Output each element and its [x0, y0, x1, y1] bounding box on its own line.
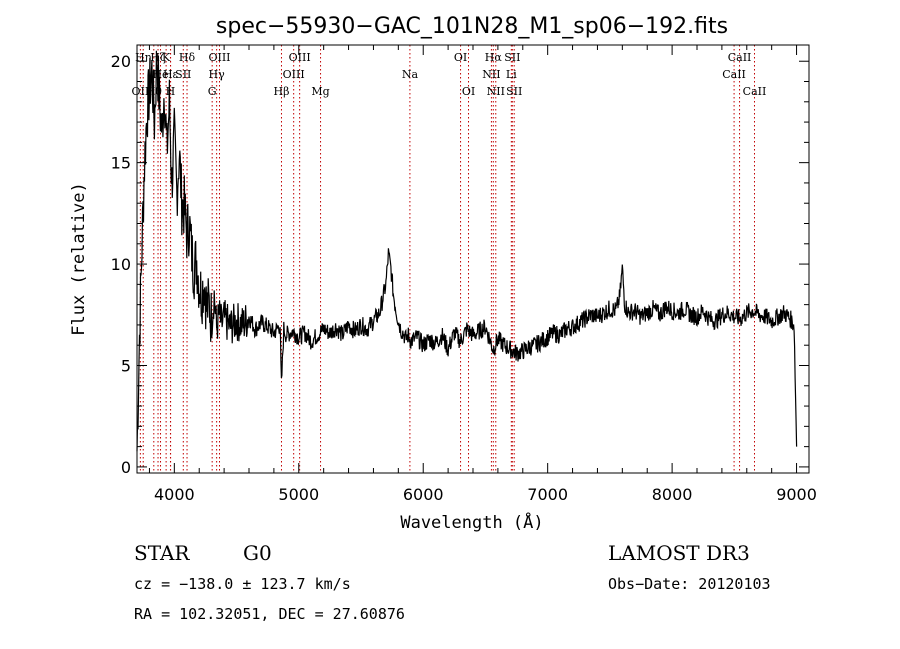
y-tick-label: 5	[121, 356, 131, 375]
plot-frame	[136, 44, 810, 474]
spectral-line-label: NII	[487, 85, 505, 98]
spectral-line-label: Hε	[163, 68, 179, 81]
spectral-line-label: Hη	[135, 51, 151, 64]
chart-title: spec−55930−GAC_101N28_M1_sp06−192.fits	[216, 14, 728, 39]
y-axis-ticks: 0 5 10 15 20	[111, 52, 809, 477]
spectral-line-label: OIII	[283, 68, 305, 81]
survey-name: LAMOST DR3	[608, 541, 750, 565]
x-tick-label: 6000	[403, 485, 444, 504]
spectral-line-label: Hδ	[179, 51, 196, 64]
x-tick-label: 5000	[278, 485, 319, 504]
x-axis-ticks: 4000 5000 6000 7000 8000 9000	[148, 45, 817, 504]
spectral-line-label: SII	[175, 68, 191, 81]
redshift-velocity: cz = −138.0 ± 123.7 km/s	[134, 575, 351, 593]
observation-date: Obs−Date: 20120103	[608, 575, 771, 593]
x-axis-label: Wavelength (Å)	[400, 511, 543, 533]
y-tick-label: 0	[121, 458, 131, 477]
object-subclass: G0	[243, 541, 272, 565]
spectral-line-labels: OIIHηHθHζHeKHHεSIIHδGHγOIIIHβOIIIOIIIMgN…	[132, 51, 767, 98]
sky-coordinates: RA = 102.32051, DEC = 27.60876	[134, 605, 405, 623]
spectral-line-markers	[139, 45, 755, 473]
y-tick-label: 20	[111, 52, 131, 71]
spectral-line-label: OI	[454, 51, 467, 64]
y-tick-label: 10	[111, 255, 131, 274]
x-tick-label: 7000	[527, 485, 568, 504]
spectral-line-label: Hα	[485, 51, 503, 64]
spectral-line-label: NII	[482, 68, 500, 81]
object-class: STAR	[134, 541, 190, 565]
spectral-line-label: OI	[462, 85, 475, 98]
spectrum-series-line	[136, 50, 798, 452]
spectral-line-label: Hγ	[209, 68, 226, 81]
spectral-line-label: OIII	[289, 51, 311, 64]
spectral-line-label: G	[208, 85, 217, 98]
spectral-line-label: OIII	[208, 51, 230, 64]
spectral-line-label: Hβ	[274, 85, 290, 98]
x-tick-label: 4000	[154, 485, 195, 504]
spectral-line-label: Li	[506, 68, 517, 81]
y-tick-label: 15	[111, 154, 131, 173]
x-tick-label: 8000	[652, 485, 693, 504]
spectral-line-label: Mg	[311, 85, 329, 98]
y-axis-label: Flux (relative)	[69, 182, 89, 336]
spectral-line-label: K	[162, 51, 171, 64]
spectral-line-label: CaII	[722, 68, 746, 81]
spectral-line-label: CaII	[728, 51, 752, 64]
spectral-line-label: Na	[402, 68, 419, 81]
spectral-line-label: H	[166, 85, 176, 98]
spectral-line-label: SII	[506, 85, 522, 98]
spectral-line-label: CaII	[743, 85, 767, 98]
spectral-line-label: SII	[504, 51, 520, 64]
x-tick-label: 9000	[776, 485, 817, 504]
spectral-line-label: OII	[132, 85, 150, 98]
